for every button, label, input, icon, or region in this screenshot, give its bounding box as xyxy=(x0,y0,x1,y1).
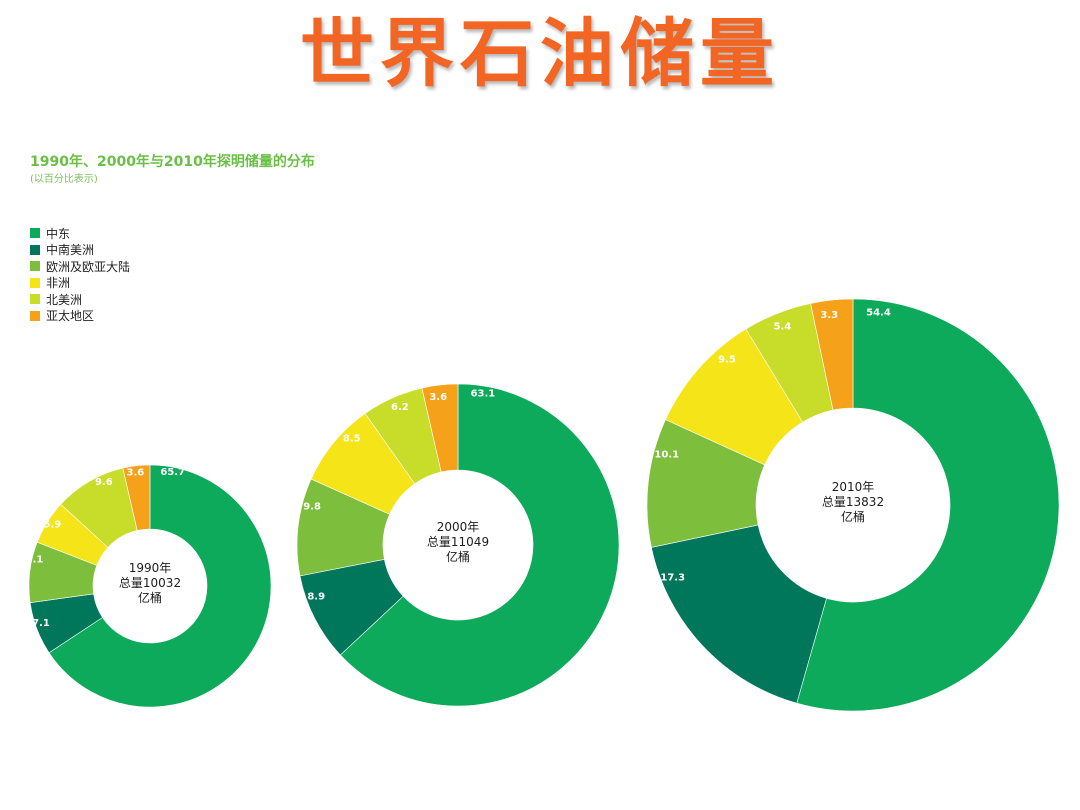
slice-value-label: 54.4 xyxy=(866,307,891,318)
slice-value-label: 8.5 xyxy=(343,434,361,445)
legend-label: 中南美洲 xyxy=(46,243,95,258)
legend-label: 中东 xyxy=(46,226,71,241)
slice-value-label: 7.1 xyxy=(32,618,50,629)
legend-item: 欧洲及欧亚大陆 xyxy=(30,258,130,275)
legend-item: 中南美洲 xyxy=(30,242,130,259)
donut-slice xyxy=(421,383,459,473)
donut-hole xyxy=(94,530,206,642)
slice-value-label: 6.2 xyxy=(391,402,409,413)
slice-value-label: 10.1 xyxy=(654,450,679,461)
slice-value-label: 3.3 xyxy=(820,310,838,321)
donut-center-label: 1990年 xyxy=(129,561,172,575)
donut-center-label: 总量10032 xyxy=(119,576,181,590)
donut-center-label: 总量13832 xyxy=(822,495,884,509)
legend-swatch xyxy=(30,228,40,239)
legend-item: 中东 xyxy=(30,225,130,242)
slice-value-label: 5.9 xyxy=(44,519,62,530)
slice-value-label: 65.7 xyxy=(160,467,185,478)
slice-value-label: 5.4 xyxy=(774,322,792,333)
legend-swatch xyxy=(30,261,40,272)
chart-title: 1990年、2000年与2010年探明储量的分布 xyxy=(30,154,315,170)
donut-hole xyxy=(757,409,949,601)
slice-value-label: 9.6 xyxy=(95,477,113,488)
donut-hole xyxy=(384,471,532,619)
donut-center-label: 2000年 xyxy=(437,520,480,534)
legend-swatch xyxy=(30,244,40,255)
donut-center-label: 亿桶 xyxy=(138,590,162,605)
donut-slice xyxy=(48,464,272,708)
slice-value-label: 8.1 xyxy=(26,555,44,566)
donut-slice xyxy=(796,298,1060,712)
legend-swatch xyxy=(30,310,40,321)
donut-slice xyxy=(339,383,620,707)
slice-value-label: 9.5 xyxy=(718,355,736,366)
slice-value-label: 3.6 xyxy=(127,468,145,479)
donut-center-label: 亿桶 xyxy=(446,549,470,564)
legend-label: 非洲 xyxy=(46,276,71,291)
legend: 中东 中南美洲 欧洲及欧亚大陆 非洲 北美洲 亚太地区 xyxy=(30,225,130,324)
slice-value-label: 17.3 xyxy=(660,573,685,584)
chart-subtitle: (以百分比表示) xyxy=(30,174,98,185)
slice-value-label: 9.8 xyxy=(303,501,321,512)
donut-slice xyxy=(810,298,854,411)
legend-swatch xyxy=(30,277,40,288)
slide-title: 世界石油储量 xyxy=(300,11,780,97)
legend-label: 亚太地区 xyxy=(46,309,95,324)
legend-item: 北美洲 xyxy=(30,291,130,308)
donut-slice xyxy=(122,464,151,531)
legend-item: 非洲 xyxy=(30,275,130,292)
donut-center-label: 亿桶 xyxy=(841,509,865,524)
legend-item: 亚太地区 xyxy=(30,308,130,325)
donut-center-label: 总量11049 xyxy=(427,535,489,549)
donut-slice xyxy=(651,524,827,704)
legend-label: 北美洲 xyxy=(46,292,83,307)
slice-value-label: 3.6 xyxy=(429,392,447,403)
legend-swatch xyxy=(30,294,40,305)
donut-center-label: 2010年 xyxy=(832,480,875,494)
slice-value-label: 63.1 xyxy=(471,388,496,399)
slice-value-label: 8.9 xyxy=(307,592,325,603)
legend-label: 欧洲及欧亚大陆 xyxy=(46,259,131,274)
